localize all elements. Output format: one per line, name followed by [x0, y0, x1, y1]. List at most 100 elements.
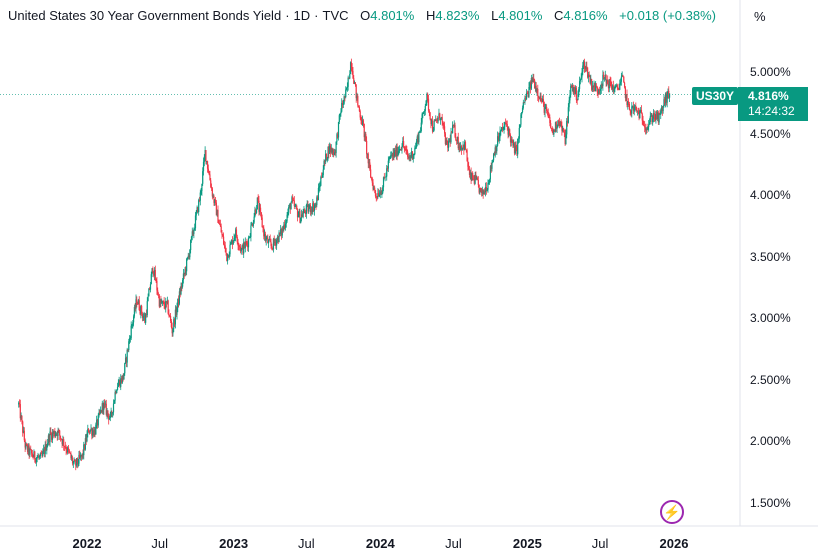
candle-body — [96, 419, 99, 426]
candle-body — [180, 286, 182, 295]
candle-body — [627, 101, 630, 104]
candle-body — [121, 375, 123, 383]
candle-body — [611, 85, 614, 90]
candle-body — [533, 79, 536, 89]
candle-body — [597, 91, 599, 94]
candle-body — [363, 123, 365, 138]
candle-body — [543, 102, 545, 113]
candle-body — [125, 357, 127, 363]
legend-interval[interactable]: 1D — [293, 8, 311, 23]
legend-title[interactable]: United States 30 Year Government Bonds Y… — [8, 8, 282, 23]
candle-body — [143, 316, 145, 318]
candle-body — [496, 145, 498, 152]
candle-body — [222, 234, 224, 237]
candle-body — [338, 115, 340, 122]
candle-body — [225, 247, 227, 253]
candle-body — [214, 199, 217, 203]
candle-body — [331, 147, 333, 153]
candle-body — [211, 188, 213, 197]
candle-body — [411, 151, 413, 157]
candle-body — [194, 215, 197, 229]
candle-body — [431, 120, 434, 132]
candle-body — [70, 453, 72, 459]
candle-body — [544, 106, 546, 113]
candle-body — [230, 242, 232, 245]
candle-body — [192, 231, 194, 235]
candle-body — [472, 178, 475, 180]
candle-body — [546, 106, 548, 112]
candle-body — [506, 124, 508, 127]
price-axis-tick-label: 4.000% — [750, 188, 791, 203]
candle-body — [54, 431, 56, 437]
candle-body — [99, 412, 101, 413]
candle-body — [469, 172, 471, 175]
candle-body — [436, 120, 438, 122]
candle-body — [402, 141, 404, 147]
candle-body — [352, 70, 354, 79]
candle-body — [419, 131, 421, 133]
candle-body — [509, 129, 511, 135]
candle-body — [18, 402, 20, 405]
candle-body — [63, 446, 66, 447]
candle-body — [190, 239, 192, 251]
candle-body — [300, 217, 302, 223]
candle-body — [640, 109, 643, 114]
candle-body — [370, 169, 372, 178]
candle-body — [495, 147, 497, 152]
candle-body — [517, 138, 519, 155]
candle-body — [88, 428, 90, 433]
candle-body — [403, 141, 405, 147]
candle-body — [572, 84, 574, 92]
candle-body — [250, 225, 252, 237]
candle-body — [238, 245, 240, 247]
candle-body — [317, 188, 320, 200]
candle-body — [142, 316, 144, 318]
candle-body — [204, 150, 206, 157]
candle-body — [341, 102, 343, 112]
candle-body — [486, 189, 488, 192]
candle-body — [259, 207, 261, 212]
candle-body — [258, 200, 260, 212]
candle-body — [366, 153, 369, 155]
candle-body — [53, 431, 55, 434]
candle-body — [26, 445, 29, 452]
candle-body — [124, 363, 126, 374]
price-axis-tick-label: 5.000% — [750, 65, 791, 79]
candle-body — [454, 124, 456, 137]
candle-body — [158, 295, 160, 307]
candle-body — [303, 209, 305, 214]
candle-body — [288, 207, 290, 213]
candle-body — [105, 403, 107, 415]
candle-body — [24, 440, 26, 448]
candle-body — [80, 455, 82, 457]
candle-body — [276, 236, 279, 241]
candle-body — [595, 85, 597, 92]
candle-body — [374, 190, 377, 197]
legend-source[interactable]: TVC — [322, 8, 349, 23]
candle-body — [251, 223, 254, 226]
price-scale-unit-button[interactable]: % — [754, 9, 766, 24]
candle-body — [603, 74, 605, 79]
candle-body — [272, 247, 274, 250]
price-axis-tick-label: 4.500% — [750, 126, 791, 141]
candle-body — [321, 177, 323, 178]
candle-body — [429, 112, 431, 120]
candle-body — [167, 300, 169, 314]
candle-body — [423, 111, 425, 114]
candle-body — [18, 402, 21, 405]
candle-body — [508, 129, 510, 135]
candle-body — [30, 449, 33, 454]
candle-body — [510, 139, 512, 143]
candle-body — [295, 205, 297, 207]
lightning-bolt-icon[interactable]: ⚡ — [660, 500, 684, 524]
candle-body — [451, 132, 453, 134]
candle-body — [476, 178, 478, 180]
candle-body — [275, 241, 277, 246]
candle-body — [582, 65, 584, 72]
candle-body — [297, 215, 299, 218]
candle-body — [130, 325, 132, 339]
candle-body — [531, 77, 533, 83]
candle-body — [377, 193, 379, 198]
